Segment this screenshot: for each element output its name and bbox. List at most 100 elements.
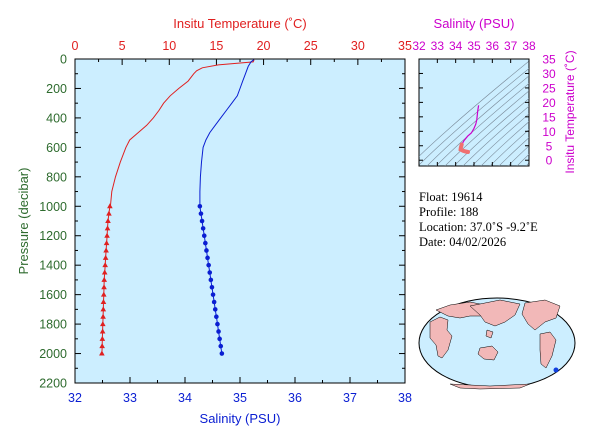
temperature-tick-label: 20 xyxy=(257,39,271,53)
density-contour xyxy=(419,68,529,166)
pressure-tick-label: 0 xyxy=(60,53,67,67)
ts-salinity-tick-label: 33 xyxy=(431,39,445,53)
temperature-marker xyxy=(103,247,109,253)
pressure-tick-label: 800 xyxy=(46,170,67,184)
temperature-marker xyxy=(102,254,109,260)
ts-salinity-tick-label: 35 xyxy=(467,39,481,53)
pressure-tick-label: 2000 xyxy=(39,347,67,361)
salinity-marker xyxy=(203,240,208,246)
pressure-tick-label: 1600 xyxy=(39,288,67,302)
temperature-marker xyxy=(101,276,108,282)
temperature-marker xyxy=(101,269,108,275)
temperature-marker xyxy=(107,203,113,209)
density-contour xyxy=(489,129,529,166)
ts-temperature-tick-label: 0 xyxy=(546,154,553,168)
date-row: Date: 04/02/2026 xyxy=(419,235,538,250)
temperature-axis-label: Insitu Temperature (˚C) xyxy=(173,16,306,31)
date-label: Date: xyxy=(419,235,447,249)
temperature-marker xyxy=(103,240,110,246)
temperature-tick-label: 15 xyxy=(209,39,223,53)
density-contour xyxy=(453,98,529,166)
salinity-tick-label: 34 xyxy=(178,391,192,405)
ts-deep-cluster xyxy=(458,142,470,154)
temperature-tick-label: 35 xyxy=(398,39,412,53)
map-land xyxy=(429,299,561,390)
ts-salinity-tick-label: 34 xyxy=(449,39,463,53)
temperature-marker xyxy=(101,284,107,290)
density-contour xyxy=(426,75,529,166)
location-row: Location: 37.0˚S -9.2˚E xyxy=(419,220,538,235)
float-value: 19614 xyxy=(451,190,483,204)
ts-salinity-tick-label: 32 xyxy=(412,39,426,53)
salinity-marker xyxy=(199,218,205,224)
temperature-marker xyxy=(102,262,108,268)
float-label: Float: xyxy=(419,190,449,204)
pressure-tick-label: 400 xyxy=(46,111,67,125)
ts-temperature-tick-label: 30 xyxy=(542,67,556,81)
salinity-marker xyxy=(200,226,206,231)
ts-salinity-tick-label: 36 xyxy=(486,39,500,53)
temperature-marker xyxy=(106,210,112,216)
plot-ticks xyxy=(74,58,406,384)
salinity-tick-label: 36 xyxy=(288,391,302,405)
salinity-axis-label: Salinity (PSU) xyxy=(200,411,281,426)
profile-row: Profile: 188 xyxy=(419,205,538,220)
ts-temperature-axis-label: Insitu Temperature (˚C) xyxy=(563,50,577,173)
ts-salinity-tick-label: 38 xyxy=(522,39,536,53)
temperature-tick-label: 0 xyxy=(72,39,79,53)
profile-value: 188 xyxy=(459,205,479,219)
salinity-marker xyxy=(219,351,225,356)
salinity-tick-label: 32 xyxy=(68,391,82,405)
salinity-marker xyxy=(211,299,217,305)
ts-salinity-axis-label: Salinity (PSU) xyxy=(434,16,515,31)
salinity-marker xyxy=(204,248,209,253)
salinity-marker xyxy=(201,233,207,239)
pressure-tick-label: 1200 xyxy=(39,229,67,243)
pressure-tick-label: 200 xyxy=(46,82,67,96)
ts-upper-curve xyxy=(461,105,480,145)
salinity-marker xyxy=(212,307,218,312)
temperature-tick-label: 30 xyxy=(351,39,365,53)
ts-salinity-tick-label: 37 xyxy=(504,39,518,53)
float-info-panel: Float: 19614 Profile: 188 Location: 37.0… xyxy=(419,190,538,250)
salinity-tick-label: 37 xyxy=(343,391,357,405)
salinity-marker xyxy=(214,314,219,320)
date-value: 04/02/2026 xyxy=(449,235,507,249)
temperature-marker xyxy=(100,321,106,327)
temperature-marker xyxy=(104,232,110,238)
density-contour xyxy=(498,137,529,166)
salinity-marker xyxy=(218,343,224,349)
salinity-tick-label: 35 xyxy=(233,391,247,405)
ts-temperature-tick-label: 35 xyxy=(542,53,556,67)
salinity-marker xyxy=(197,203,203,209)
pressure-tick-label: 2200 xyxy=(39,377,67,391)
ts-temperature-tick-label: 20 xyxy=(542,96,556,110)
salinity-tick-label: 38 xyxy=(398,391,412,405)
salinity-marker xyxy=(210,292,216,297)
temperature-marker xyxy=(99,343,105,349)
temperature-marker xyxy=(100,299,107,304)
ts-curve xyxy=(458,105,480,154)
salinity-marker xyxy=(208,277,214,283)
profile-label: Profile: xyxy=(419,205,457,219)
location-value: 37.0˚S -9.2˚E xyxy=(470,220,538,234)
temperature-marker xyxy=(100,291,107,297)
temperature-marker xyxy=(100,313,106,319)
pressure-axis-label: Pressure (decibar) xyxy=(16,168,31,275)
temperature-marker xyxy=(105,218,111,223)
world-map xyxy=(418,297,576,390)
ts-temperature-tick-label: 25 xyxy=(542,81,556,95)
density-contour xyxy=(525,162,529,166)
density-contour xyxy=(462,105,529,166)
ts-density-contours xyxy=(419,60,529,166)
density-contour xyxy=(435,82,529,166)
pressure-tick-label: 1400 xyxy=(39,259,67,273)
float-id-row: Float: 19614 xyxy=(419,190,538,205)
temperature-marker xyxy=(99,328,106,334)
salinity-marker xyxy=(215,321,220,327)
salinity-marker xyxy=(217,336,222,342)
density-contour xyxy=(444,90,529,166)
pressure-tick-label: 600 xyxy=(46,141,67,155)
ts-ticks xyxy=(418,58,530,166)
